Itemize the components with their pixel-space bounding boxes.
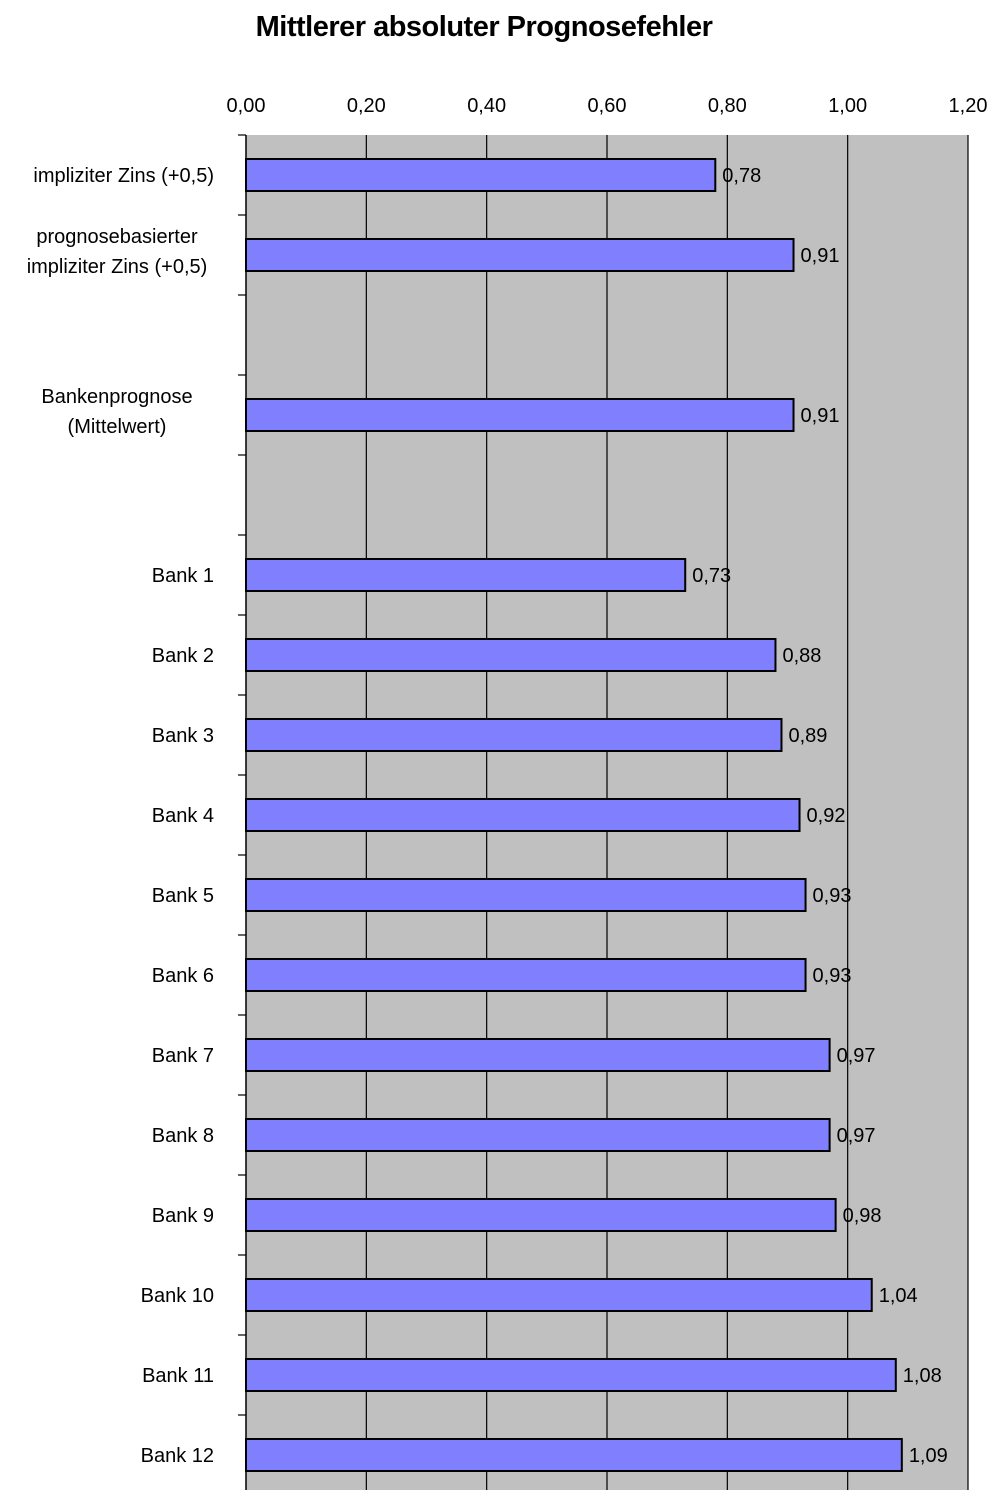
category-label: Bank 3 [152,725,214,747]
data-label: 1,09 [909,1445,948,1467]
data-label: 0,91 [801,245,840,267]
category-label: Bank 2 [152,645,214,667]
x-tick-label: 0,80 [708,95,747,117]
bar [245,798,801,832]
bar [245,1038,831,1072]
category-label: Bank 12 [141,1445,214,1467]
data-label: 0,97 [837,1125,876,1147]
data-label: 0,89 [788,725,827,747]
x-tick-label: 1,00 [828,95,867,117]
bar [245,158,717,192]
x-tick-label: 0,40 [467,95,506,117]
category-label: Bank 11 [142,1365,214,1387]
x-tick-label: 0,20 [347,95,386,117]
category-label: Bank 10 [141,1285,214,1307]
data-label: 0,98 [843,1205,882,1227]
data-label: 0,97 [837,1045,876,1067]
bar [245,878,807,912]
bar [245,1438,903,1472]
value-axis-tick-labels: 0,00 0,20 0,40 0,60 0,80 1,00 1,20 [227,95,988,117]
category-label: Bank 8 [152,1125,214,1147]
bar [245,1118,831,1152]
bar [245,398,795,432]
bar [245,718,783,752]
category-label: Bankenprognose (Mittelwert) [41,386,192,438]
category-label: Bank 6 [152,965,214,987]
data-label: 0,93 [813,965,852,987]
bar [245,958,807,992]
bar [245,1198,837,1232]
bar [245,1358,897,1392]
category-axis [238,134,247,1490]
data-label: 0,93 [813,885,852,907]
data-label: 0,91 [801,405,840,427]
bar [245,638,777,672]
x-tick-label: 0,00 [227,95,266,117]
category-label: Bank 1 [152,565,214,587]
data-label: 0,88 [782,645,821,667]
category-label: Bank 7 [152,1045,214,1067]
data-label: 0,78 [722,165,761,187]
bars [245,158,903,1472]
x-tick-label: 1,20 [949,95,988,117]
bar [245,558,687,592]
data-label: 0,73 [692,565,731,587]
data-label: 1,08 [903,1365,942,1387]
category-label: prognosebasierter impliziter Zins (+0,5) [27,226,208,278]
category-label: Bank 9 [152,1205,214,1227]
category-label: Bank 5 [152,885,214,907]
x-tick-label: 0,60 [588,95,627,117]
bar [245,238,795,272]
data-label: 1,04 [879,1285,918,1307]
category-labels: impliziter Zins (+0,5) prognosebasierter i… [27,165,214,1467]
chart-title: Mittlerer absoluter Prognosefehler [256,11,713,43]
category-label: impliziter Zins (+0,5) [33,165,214,187]
data-label: 0,92 [807,805,846,827]
category-label: Bank 4 [152,805,214,827]
data-labels: 0,78 0,91 0,91 0,73 0,88 0,89 0,92 0,93 0,93 0,97… [692,165,948,1467]
bar [245,1278,873,1312]
